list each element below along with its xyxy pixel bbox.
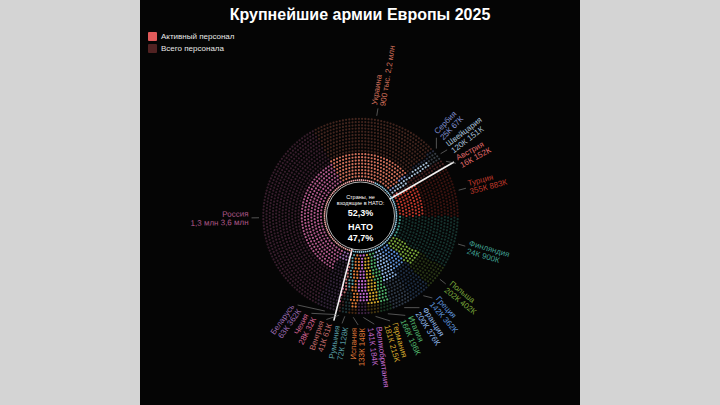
svg-text:Турция355К 883К: Турция355К 883К (467, 169, 509, 196)
svg-text:НАТО: НАТО (348, 222, 373, 232)
svg-text:Страны, невходящие в НАТО:: Страны, невходящие в НАТО: (337, 194, 385, 206)
svg-text:Великобритания141К 184К: Великобритания141К 184К (366, 326, 391, 389)
svg-text:Россия1,3 млн 3,6 млн: Россия1,3 млн 3,6 млн (190, 209, 248, 227)
svg-text:Беларусь63К 362К: Беларусь63К 362К (269, 302, 304, 341)
svg-text:Украина900 тыс. 2,2 млн: Украина900 тыс. 2,2 млн (370, 44, 397, 107)
svg-text:52,3%: 52,3% (348, 208, 374, 218)
svg-text:Финляндия24К 900К: Финляндия24К 900К (466, 239, 511, 267)
svg-text:47,7%: 47,7% (348, 233, 374, 243)
svg-text:Австрия16К 152К: Австрия16К 152К (454, 138, 492, 170)
svg-text:Испания133К 148К: Испания133К 148К (349, 327, 367, 366)
